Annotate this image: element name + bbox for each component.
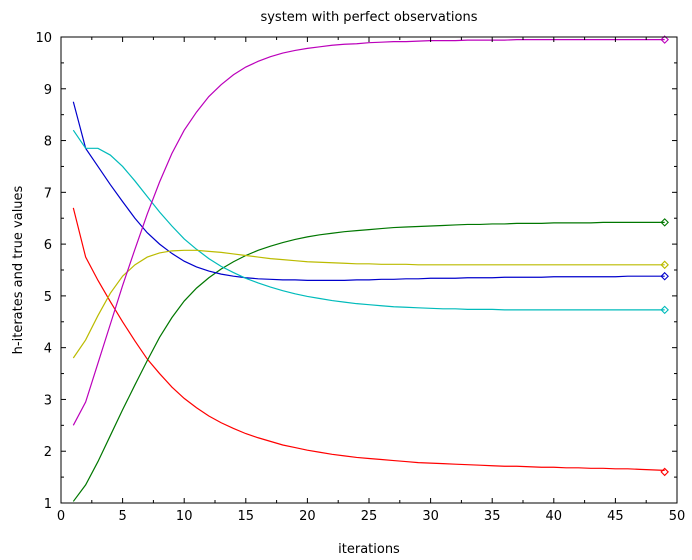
y-tick-label: 5 [44,290,52,305]
x-tick-label: 50 [669,509,686,524]
x-tick-label: 25 [361,509,378,524]
series-line-3 [72,101,665,281]
series-line-5 [72,249,665,359]
chart-title: system with perfect observations [260,10,477,25]
y-tick-label: 2 [44,445,52,460]
series-line-1 [72,207,665,471]
x-tick-label: 5 [118,509,126,524]
x-tick-label: 10 [176,509,193,524]
x-axis-title: iterations [338,542,400,557]
y-tick-label: 6 [44,238,52,253]
y-axis-title: h-iterates and true values [11,185,26,354]
y-tick-label: 4 [44,342,52,357]
series-line-6 [72,38,665,426]
y-tick-label: 7 [44,186,52,201]
true-value-marker-3 [660,271,669,281]
y-tick-label: 3 [44,393,52,408]
y-tick-label: 9 [44,83,52,98]
true-value-marker-6 [660,35,669,44]
true-value-marker-2 [660,218,669,227]
plot-frame [60,36,678,504]
x-tick-label: 15 [238,509,255,524]
x-tick-label: 0 [57,509,65,524]
x-tick-label: 35 [484,509,501,524]
y-tick-label: 10 [35,31,52,46]
true-value-markers [660,35,669,477]
y-tick-label: 8 [44,135,52,150]
x-tick-label: 20 [299,509,316,524]
x-axis-ticks: 0 5 10 15 20 25 30 35 40 45 50 [57,37,685,524]
x-tick-label: 45 [607,509,624,524]
series-layer [72,38,665,502]
true-value-marker-4 [660,305,669,315]
y-axis-ticks: 1 2 3 4 5 6 7 8 9 10 [35,31,677,512]
true-value-marker-1 [660,467,669,477]
y-tick-label: 1 [44,497,52,512]
series-line-2 [72,221,665,502]
true-value-marker-5 [660,260,669,270]
x-tick-label: 40 [546,509,563,524]
series-line-4 [72,129,665,311]
x-tick-label: 30 [422,509,439,524]
